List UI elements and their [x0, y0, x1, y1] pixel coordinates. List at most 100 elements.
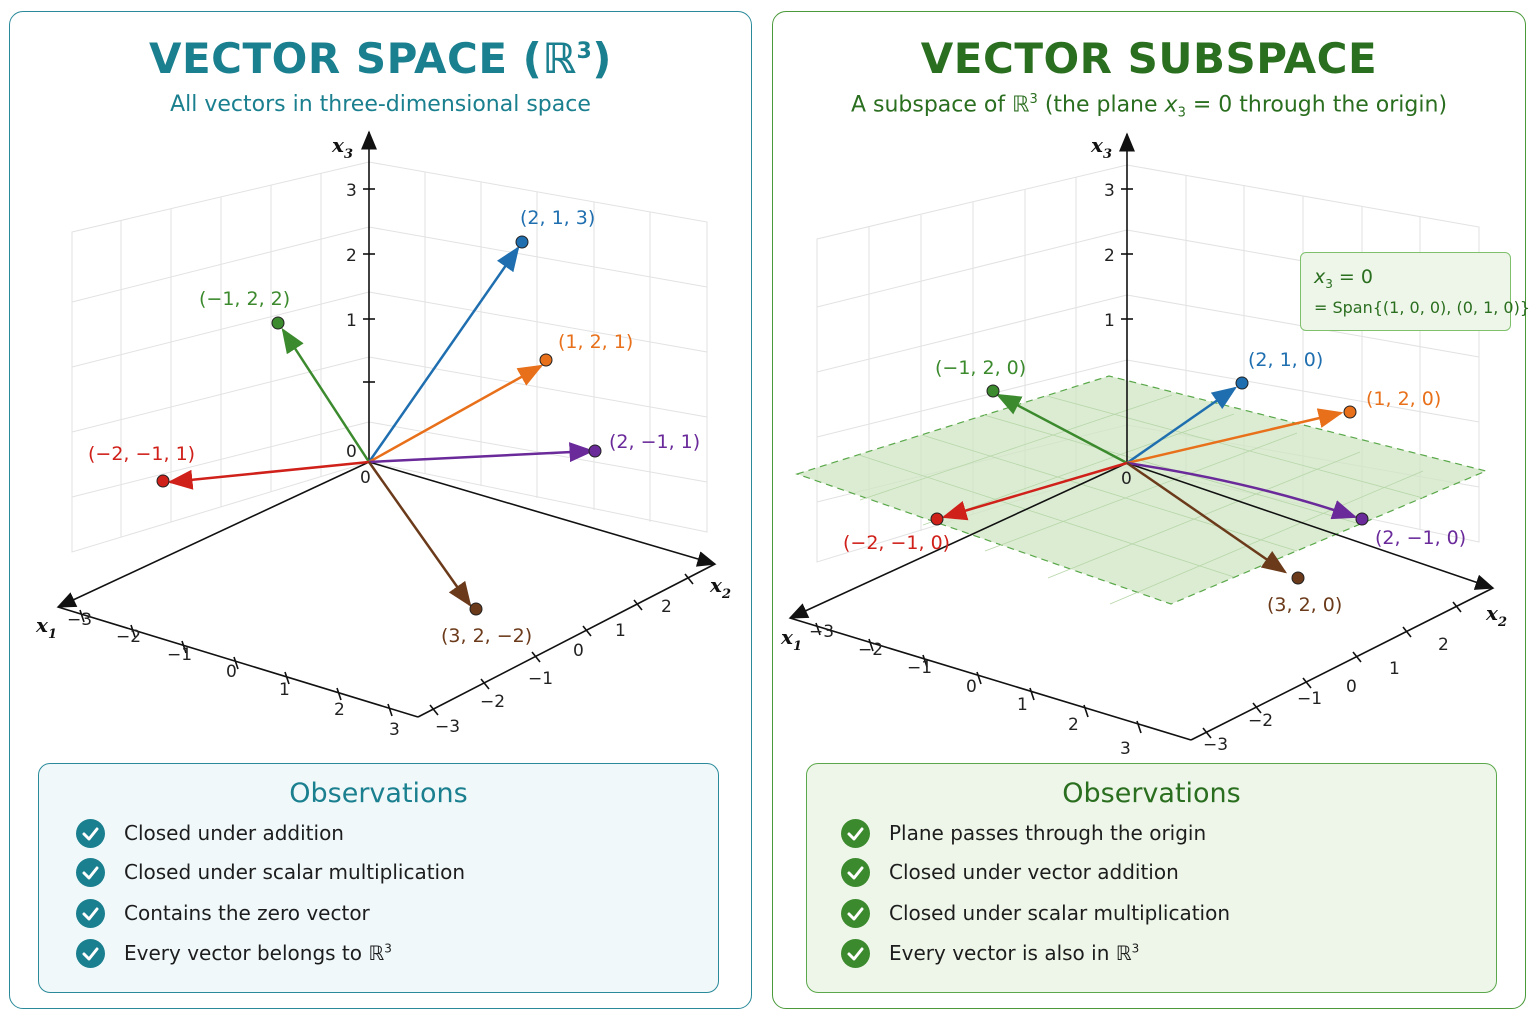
vector-endpoint: [271, 316, 285, 330]
x1-axis-label: x1: [780, 625, 802, 654]
axes: [788, 132, 1495, 741]
grid-walls: [71, 161, 708, 553]
vector-arrow: [1126, 386, 1238, 465]
vector-endpoint: [539, 353, 553, 367]
legend-variable: x: [1314, 266, 1326, 288]
observation-text: Closed under scalar multiplication: [124, 860, 466, 884]
vector-label: (3, 2, 0): [1267, 594, 1342, 616]
x1-tick: 0: [226, 662, 237, 682]
x2-axis-edge: [1190, 587, 1494, 741]
x3-axis-label: x3: [331, 133, 353, 162]
x1-tick: 3: [389, 720, 400, 740]
check-icon: [76, 898, 105, 928]
vector-arrow: [368, 442, 595, 464]
x2-tick: 0: [573, 641, 584, 661]
vector-arrow: [368, 364, 544, 464]
observation-item: Every vector is also in ℝ3: [841, 938, 1139, 968]
vector-endpoint: [1355, 512, 1369, 526]
subtitle-part: (the plane: [1037, 92, 1165, 118]
legend-equation: = 0: [1332, 266, 1373, 288]
observation-text: Closed under scalar multiplication: [889, 901, 1231, 925]
subtitle-variable: x: [1164, 92, 1178, 118]
plane-span: = Span{(1, 0, 0), (0, 1, 0)}: [1314, 298, 1531, 317]
observation-text: Contains the zero vector: [124, 901, 370, 925]
x1-tick: 2: [334, 700, 345, 720]
vector-label: (2, −1, 0): [1375, 527, 1466, 549]
x1-tick: −3: [67, 610, 92, 630]
vector-label: (1, 2, 1): [558, 331, 633, 353]
vector-label: (2, −1, 1): [609, 431, 700, 453]
observation-text-main: Every vector belongs to ℝ: [124, 941, 385, 965]
observations-title: Observations: [1062, 778, 1241, 809]
vector-endpoints: [930, 376, 1369, 585]
x1-tick: 0: [966, 677, 977, 697]
vector-endpoint: [930, 512, 944, 526]
x3-tick: 1: [346, 311, 357, 331]
check-icon: [841, 938, 870, 968]
x3-tick: 3: [346, 181, 357, 201]
x2-axis-edge: [417, 563, 716, 718]
observation-superscript: 3: [384, 941, 392, 956]
vector-endpoint: [156, 474, 170, 488]
x3-tick: 2: [1104, 246, 1115, 266]
x2-tick: 1: [1389, 659, 1400, 679]
observations-title: Observations: [289, 778, 468, 809]
x1-tick: 2: [1068, 715, 1079, 735]
subspace-title: VECTOR SUBSPACE: [920, 34, 1378, 83]
plane-equation: x3 = 0: [1314, 266, 1373, 291]
subtitle-part: A subspace of ℝ: [850, 92, 1030, 118]
vector-endpoint: [986, 384, 1000, 398]
observations-box: Observations Closed under addition Close…: [38, 763, 719, 993]
x2-tick: 1: [615, 621, 626, 641]
x2-tick: −1: [1297, 689, 1322, 709]
page-title: VECTOR SPACE (ℝ3): [10, 34, 751, 83]
vector-arrow: [281, 327, 371, 463]
vector-label: (2, 1, 0): [1248, 349, 1323, 371]
vector-arrow: [367, 461, 472, 608]
x2-axis: [368, 461, 717, 567]
x2-tick: 2: [661, 597, 672, 617]
x1-tick: −1: [167, 645, 192, 665]
vector-arrow: [167, 460, 370, 490]
x2-tick: 2: [1438, 635, 1449, 655]
check-icon: [76, 857, 105, 887]
subtitle: All vectors in three-dimensional space: [170, 92, 591, 117]
vector-arrow: [995, 393, 1128, 465]
x2-tick: −3: [435, 717, 460, 737]
plane-legend: x3 = 0 = Span{(1, 0, 0), (0, 1, 0)}: [1300, 252, 1530, 331]
x1-axis-edge: [789, 617, 1192, 741]
subspace-plane: [795, 375, 1488, 605]
subtitle-subscript: 3: [1177, 105, 1186, 121]
observation-item: Closed under scalar multiplication: [76, 857, 465, 887]
x1-tick: 3: [1120, 739, 1131, 759]
subtitle-part: = 0 through the origin): [1185, 92, 1448, 118]
origin-label: 0: [346, 442, 357, 462]
observation-text-main: Every vector is also in ℝ: [889, 941, 1132, 965]
vectors: [167, 245, 595, 608]
observation-item: Plane passes through the origin: [841, 818, 1206, 848]
vector-arrow: [1126, 461, 1358, 520]
vectors: [941, 386, 1358, 574]
observation-item: Every vector belongs to ℝ3: [76, 938, 392, 968]
vector-arrow: [367, 245, 520, 463]
axes: [56, 130, 717, 718]
title-end: ): [592, 34, 612, 83]
check-icon: [841, 818, 870, 848]
observation-text: Every vector belongs to ℝ3: [124, 941, 392, 965]
subtitle-superscript: 3: [1029, 92, 1038, 107]
x1-tick: −2: [116, 627, 141, 647]
vector-endpoint: [469, 602, 483, 616]
observations-box: Observations Plane passes through the or…: [806, 763, 1497, 993]
vector-endpoint: [588, 444, 602, 458]
observation-text: Closed under addition: [124, 821, 344, 845]
x2-axis-label: x2: [709, 573, 731, 602]
vector-space-panel: VECTOR SPACE (ℝ3) All vectors in three-d…: [9, 11, 752, 1009]
check-icon: [841, 857, 870, 887]
check-icon: [841, 898, 870, 928]
observation-text: Plane passes through the origin: [889, 821, 1207, 845]
x1-axis-edge: [57, 606, 419, 718]
vector-label: (−2, −1, 0): [843, 532, 950, 554]
observation-superscript: 3: [1131, 941, 1140, 956]
x2-tick: −3: [1203, 735, 1228, 755]
x2-tick: 0: [1346, 677, 1357, 697]
